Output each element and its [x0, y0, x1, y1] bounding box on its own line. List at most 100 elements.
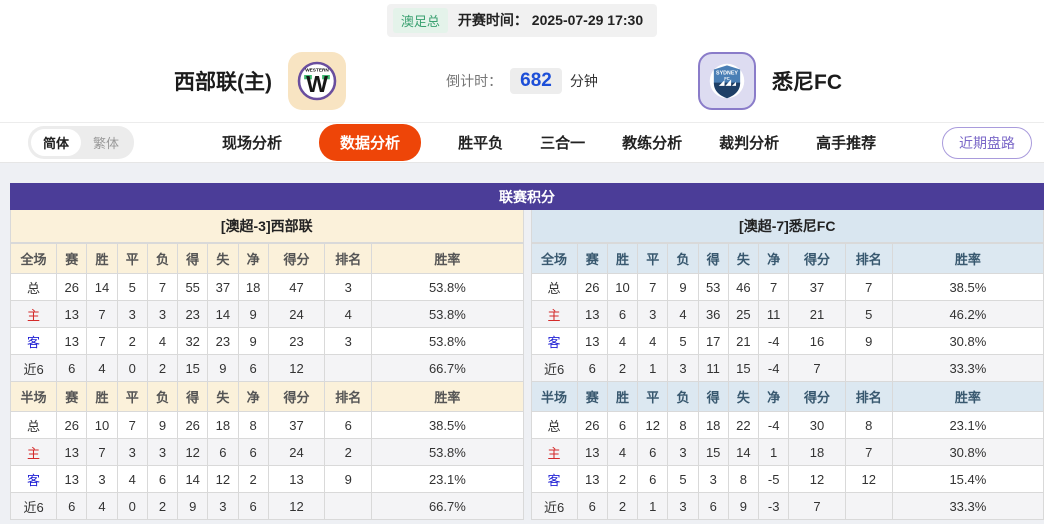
stat-cell: 5	[667, 327, 699, 355]
column-header: 排名	[844, 243, 893, 274]
match-header: 西部联(主) WESTERN W 倒计时： 682 分钟 SYDNEY FC	[0, 40, 1044, 122]
stat-cell: 17	[697, 327, 729, 355]
content-area: 联赛积分 [澳超-3]西部联 全场赛胜平负得失净得分 排名 胜率 总 26 14 5 7 55…	[0, 163, 1044, 524]
row-label: 主	[9, 438, 58, 466]
lang-traditional-button[interactable]: 繁体	[93, 136, 120, 151]
stat-cell: -5	[758, 465, 790, 493]
row-label: 近6	[530, 354, 578, 382]
stat-cell: 33.3%	[891, 354, 1044, 382]
table-row: 客 13 4 4 5 17 21 -4 16 9 30.8%	[530, 327, 1044, 355]
home-standings-subtitle: [澳超-3]西部联	[10, 210, 524, 243]
table-row: 客 13 2 6 5 3 8 -5 12 12 15.4%	[530, 465, 1044, 493]
stat-cell: 4	[637, 327, 669, 355]
column-header: 得	[177, 381, 209, 412]
stat-cell: 24	[267, 438, 326, 466]
stat-cell: 3	[324, 327, 373, 355]
standings-title: 联赛积分	[10, 183, 1044, 210]
tab-coach-analysis[interactable]: 教练分析	[622, 135, 683, 152]
language-toggle: 简体 繁体	[28, 126, 135, 159]
stat-cell: 21	[727, 327, 760, 355]
stat-cell: 3	[146, 438, 179, 466]
stat-cell: 6	[576, 492, 608, 520]
stat-cell: 2	[116, 327, 148, 355]
stat-cell: 8	[237, 411, 269, 439]
stat-cell: 25	[727, 300, 760, 328]
stat-cell: -4	[758, 411, 790, 439]
column-header: 半场	[9, 381, 58, 412]
stat-cell: 14	[177, 465, 209, 493]
column-header: 胜	[606, 381, 639, 412]
tab-referee-analysis[interactable]: 裁判分析	[719, 135, 780, 152]
stat-cell: 26	[576, 273, 608, 301]
tab-three-in-one[interactable]: 三合一	[540, 135, 586, 152]
recent-odds-button[interactable]: 近期盘路	[942, 126, 1032, 159]
column-header: 负	[667, 381, 699, 412]
table-row: 近6 6 4 0 2 9 3 6 12 66.7%	[9, 492, 524, 520]
away-team-zone: SYDNEY FC 悉尼FC	[652, 52, 1044, 110]
stat-cell: 3	[116, 438, 148, 466]
stat-cell: 2	[146, 492, 179, 520]
stat-cell: 37	[267, 411, 326, 439]
stat-cell: 3	[697, 465, 729, 493]
table-row: 近6 6 2 1 3 6 9 -3 7 33.3%	[530, 492, 1044, 520]
kickoff-pill: 澳足总 开赛时间： 2025-07-29 17:30	[386, 3, 658, 37]
stat-cell: 46	[727, 273, 760, 301]
western-united-logo-icon: WESTERN W	[288, 52, 346, 110]
countdown-value: 682	[510, 68, 562, 94]
stat-cell: 18	[237, 273, 269, 301]
column-header: 胜	[86, 381, 118, 412]
table-row: 客 13 3 4 6 14 12 2 13 9 23.1%	[9, 465, 524, 493]
column-header: 失	[727, 243, 760, 274]
league-standings: 联赛积分 [澳超-3]西部联 全场赛胜平负得失净得分 排名 胜率 总 26 14 5 7 55…	[9, 183, 1044, 520]
table-row: 总 26 10 7 9 26 18 8 37 6 38.5%	[9, 411, 524, 439]
row-label: 总	[530, 411, 578, 439]
stat-cell: 4	[146, 327, 179, 355]
table-row: 近6 6 4 0 2 15 9 6 12 66.7%	[9, 354, 524, 382]
stat-cell: 1	[637, 492, 669, 520]
tab-live-analysis[interactable]: 现场分析	[222, 135, 283, 152]
row-label: 近6	[9, 492, 58, 520]
stat-cell: 53	[697, 273, 729, 301]
away-standings: [澳超-7]悉尼FC 全场赛胜平负得失净得分 排名 胜率 总 26 10 7 9 53 46 7 3…	[530, 210, 1044, 520]
stat-cell: 1	[637, 354, 669, 382]
analysis-tabs: 现场分析 数据分析 胜平负 三合一 教练分析 裁判分析 高手推荐	[222, 124, 876, 161]
lang-simplified-button[interactable]: 简体	[31, 129, 82, 156]
stat-cell: 6	[576, 354, 608, 382]
stat-cell: -3	[758, 492, 790, 520]
stat-cell: 15	[697, 438, 729, 466]
stat-cell: 26	[56, 273, 88, 301]
stat-cell: 23.1%	[371, 465, 524, 493]
stat-cell: 13	[56, 438, 88, 466]
stat-cell: 4	[606, 438, 639, 466]
nav-bar: 简体 繁体 现场分析 数据分析 胜平负 三合一 教练分析 裁判分析 高手推荐 近…	[0, 122, 1044, 163]
stat-cell: 6	[146, 465, 179, 493]
stat-cell: 6	[606, 300, 639, 328]
row-label: 客	[530, 327, 578, 355]
stat-cell: 8	[727, 465, 760, 493]
stat-cell: 53.8%	[371, 300, 524, 328]
column-header: 赛	[56, 243, 88, 274]
stat-cell: 7	[844, 273, 893, 301]
stat-cell: 0	[116, 492, 148, 520]
column-header: 平	[637, 243, 669, 274]
stat-cell: 7	[788, 354, 846, 382]
stat-cell: 53.8%	[371, 438, 524, 466]
countdown-unit: 分钟	[569, 73, 598, 89]
stat-cell: 1	[758, 438, 790, 466]
tab-data-analysis[interactable]: 数据分析	[319, 124, 422, 161]
stat-cell: 23.1%	[891, 411, 1044, 439]
stat-cell: 7	[637, 273, 669, 301]
svg-text:WESTERN: WESTERN	[305, 68, 329, 73]
table-row: 主 13 7 3 3 12 6 6 24 2 53.8%	[9, 438, 524, 466]
tab-expert-picks[interactable]: 高手推荐	[816, 135, 877, 152]
home-team-zone: 西部联(主) WESTERN W	[0, 52, 392, 110]
row-label: 主	[530, 438, 578, 466]
stat-cell: 11	[758, 300, 790, 328]
stat-cell: 22	[727, 411, 760, 439]
column-header: 排名	[324, 243, 373, 274]
column-header: 失	[207, 381, 239, 412]
stat-cell: 4	[667, 300, 699, 328]
stat-cell	[844, 354, 893, 382]
tab-win-draw-lose[interactable]: 胜平负	[458, 135, 504, 152]
stat-cell: 53.8%	[371, 327, 524, 355]
